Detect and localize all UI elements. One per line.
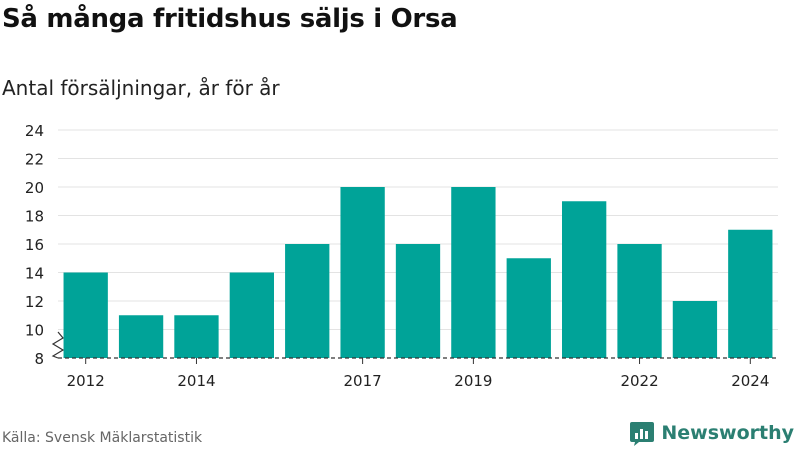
y-tick-label: 18 bbox=[25, 208, 44, 226]
bar bbox=[562, 201, 607, 358]
x-tick-label: 2014 bbox=[177, 372, 215, 390]
y-tick-label: 10 bbox=[25, 322, 44, 340]
bar bbox=[63, 272, 108, 358]
y-tick-label: 14 bbox=[25, 265, 44, 283]
newsworthy-logo-icon bbox=[630, 422, 655, 446]
chart-title: Så många fritidshus säljs i Orsa bbox=[2, 4, 458, 34]
x-tick-label: 2022 bbox=[620, 372, 658, 390]
bar bbox=[229, 272, 274, 358]
axis-break-icon bbox=[51, 331, 65, 359]
brand-name: Newsworthy bbox=[661, 422, 794, 444]
bar bbox=[451, 187, 496, 358]
bar bbox=[118, 315, 164, 358]
y-tick-label: 24 bbox=[25, 122, 44, 140]
bar bbox=[617, 244, 662, 358]
y-tick-label: 12 bbox=[25, 293, 44, 311]
x-tick-label: 2019 bbox=[454, 372, 492, 390]
bar bbox=[174, 315, 219, 358]
x-tick-label: 2024 bbox=[731, 372, 769, 390]
source-note: Källa: Svensk Mäklarstatistik bbox=[2, 430, 203, 446]
brand-logo[interactable]: Newsworthy bbox=[629, 420, 794, 446]
bar bbox=[672, 301, 718, 358]
x-tick-label: 2012 bbox=[67, 372, 105, 390]
y-tick-label: 8 bbox=[34, 350, 44, 368]
x-tick-label: 2017 bbox=[344, 372, 382, 390]
y-tick-label: 20 bbox=[25, 179, 44, 197]
bar bbox=[340, 187, 385, 358]
y-tick-label: 16 bbox=[25, 236, 44, 254]
bar bbox=[285, 244, 330, 358]
bar bbox=[728, 229, 773, 358]
bar bbox=[506, 258, 551, 358]
bar bbox=[395, 244, 441, 358]
chart-subtitle: Antal försäljningar, år för år bbox=[2, 76, 280, 100]
y-tick-label: 22 bbox=[25, 151, 44, 169]
